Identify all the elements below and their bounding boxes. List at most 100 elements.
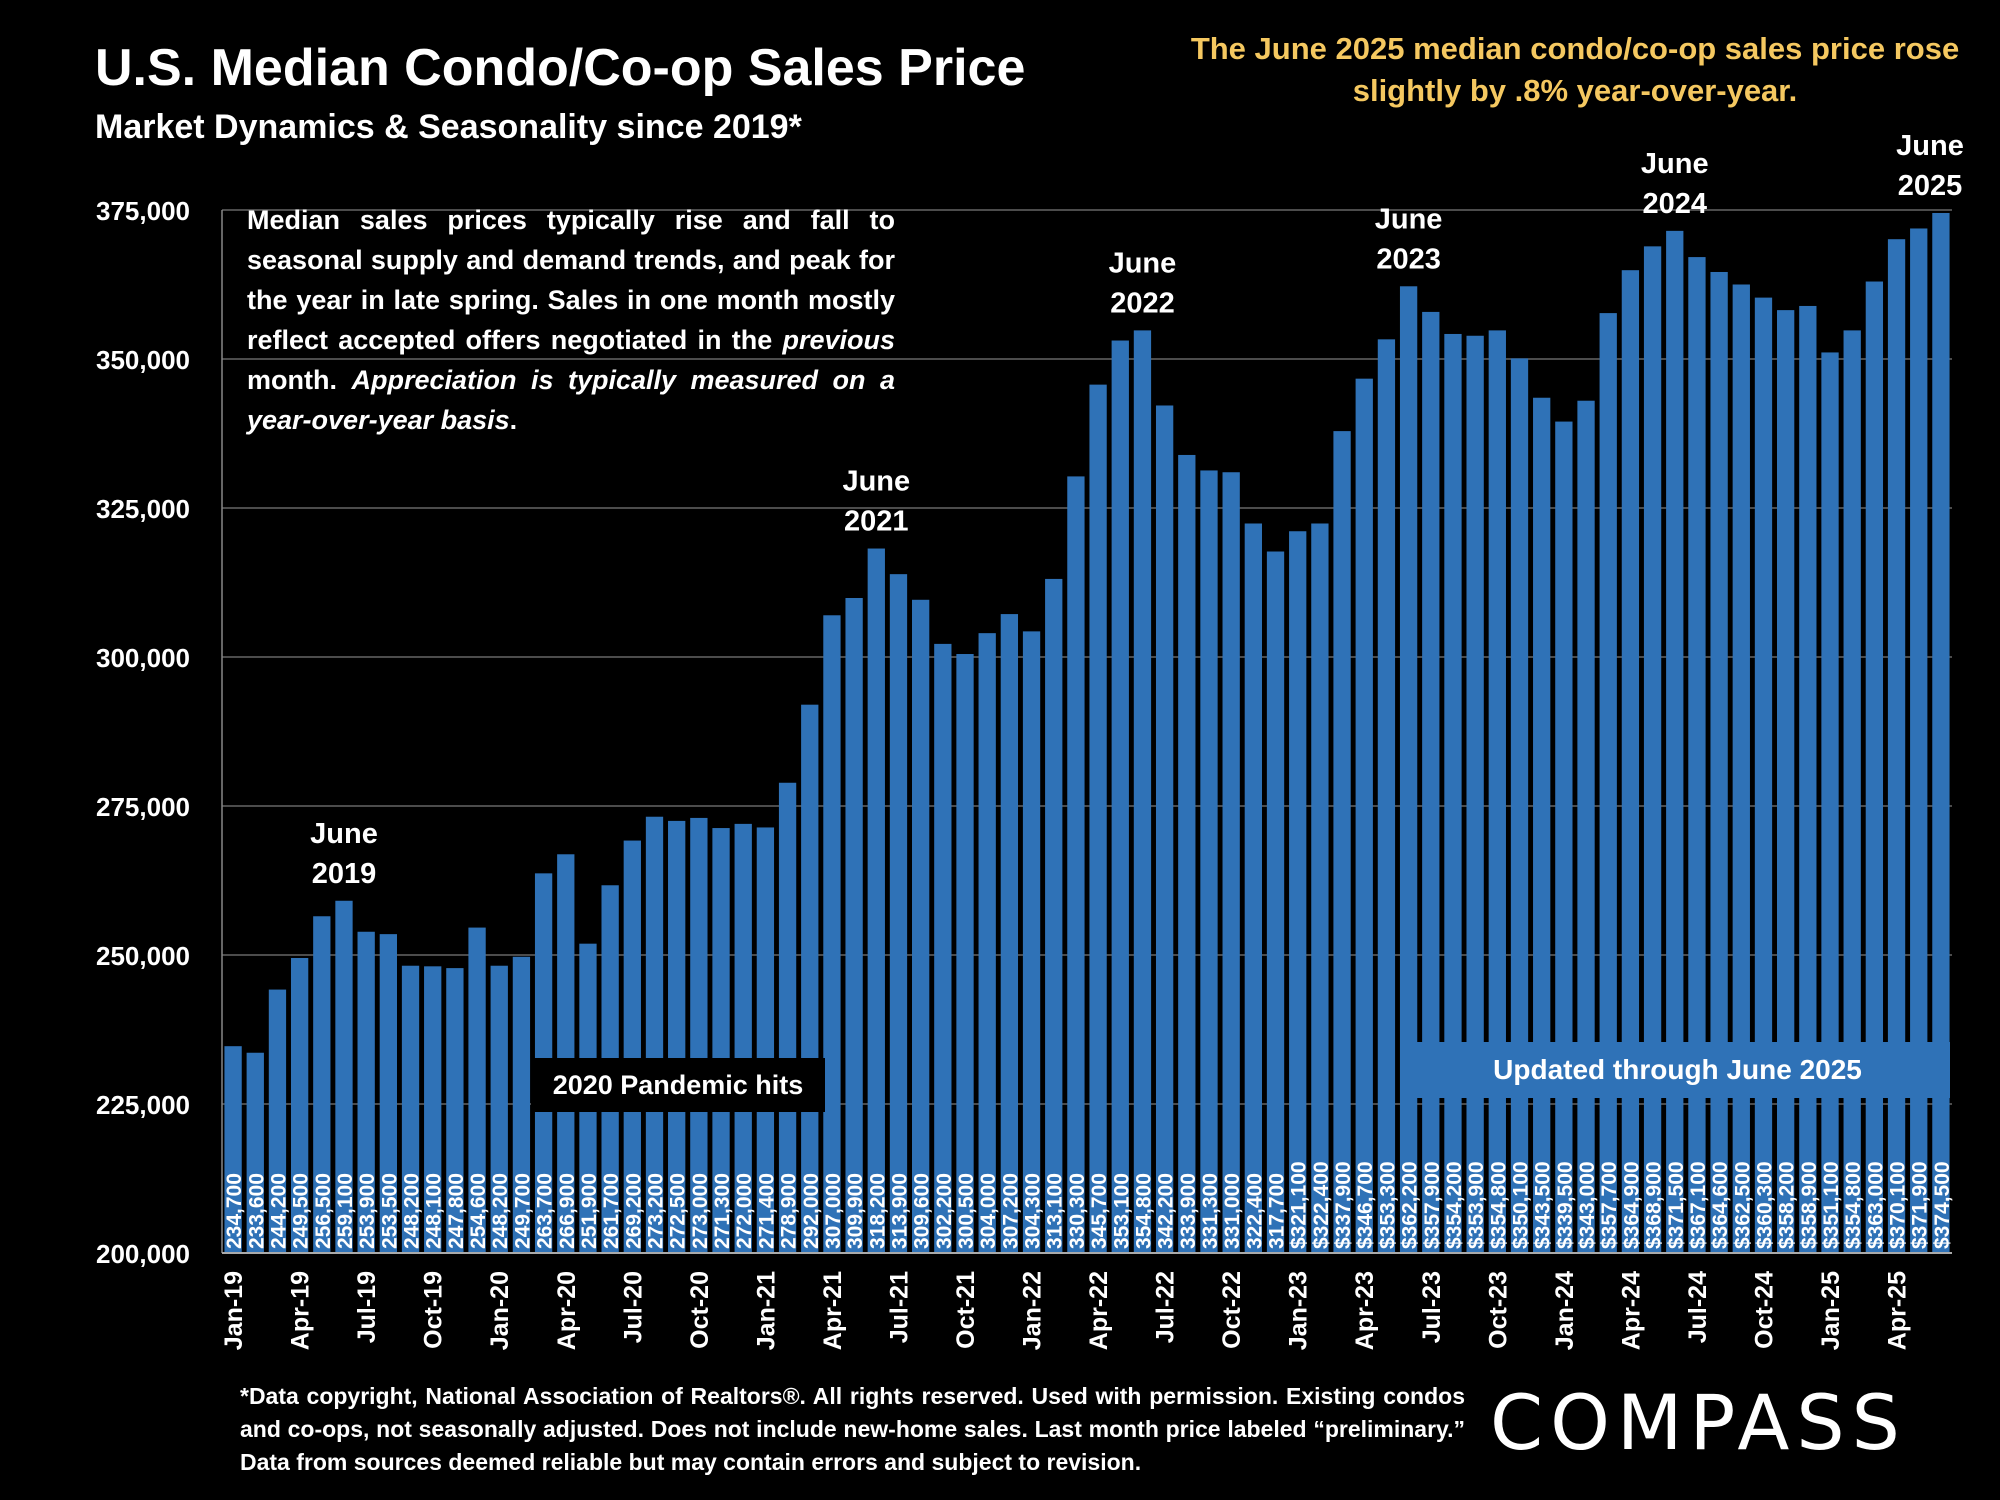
bar xyxy=(1155,405,1174,1253)
x-tick-label: Apr-25 xyxy=(1884,1271,1912,1350)
peak-annotation-line2: 2019 xyxy=(312,858,377,890)
data-label: $367,100 xyxy=(1687,1161,1710,1249)
data-label: 272,500 xyxy=(667,1173,690,1249)
data-label: $371,900 xyxy=(1909,1161,1932,1249)
data-label: $337,900 xyxy=(1332,1161,1355,1249)
chart-title: U.S. Median Condo/Co-op Sales Price xyxy=(95,39,1026,97)
data-label: 304,300 xyxy=(1022,1173,1045,1249)
x-tick-label: Oct-21 xyxy=(952,1271,980,1349)
data-label: 342,200 xyxy=(1155,1173,1178,1249)
bar xyxy=(734,823,752,1253)
data-label: $364,900 xyxy=(1620,1161,1643,1249)
pandemic-label: 2020 Pandemic hits xyxy=(531,1058,825,1112)
data-label: 249,700 xyxy=(511,1173,534,1249)
bar xyxy=(446,968,464,1253)
y-tick-label: 225,000 xyxy=(96,1090,190,1120)
x-tick-label: Apr-22 xyxy=(1085,1271,1113,1350)
bar xyxy=(1311,523,1329,1253)
x-tick-label: Jan-22 xyxy=(1019,1271,1047,1350)
bar xyxy=(1022,631,1041,1253)
y-tick-label: 350,000 xyxy=(96,345,190,375)
bar xyxy=(1599,313,1617,1253)
bar xyxy=(490,965,508,1253)
bar xyxy=(845,597,863,1253)
x-tick-label: Jan-21 xyxy=(752,1271,780,1350)
data-label: $358,200 xyxy=(1776,1161,1799,1249)
bar xyxy=(1510,358,1529,1253)
x-tick-label: Apr-21 xyxy=(819,1271,847,1350)
data-label: $343,500 xyxy=(1532,1161,1555,1249)
data-label: 331,300 xyxy=(1199,1173,1222,1249)
x-tick-label: Jan-20 xyxy=(486,1271,514,1350)
data-label: $343,000 xyxy=(1576,1161,1599,1249)
bar xyxy=(290,957,309,1253)
x-tick-label: Jul-24 xyxy=(1684,1271,1712,1343)
bar xyxy=(1377,339,1396,1253)
data-label: $363,000 xyxy=(1864,1161,1887,1249)
bar xyxy=(889,574,908,1253)
x-tick-label: Apr-20 xyxy=(553,1271,581,1350)
data-label: 248,200 xyxy=(489,1173,512,1249)
bar xyxy=(1133,330,1152,1254)
bar xyxy=(1111,340,1129,1253)
data-label: $362,200 xyxy=(1399,1161,1422,1249)
data-label: 261,700 xyxy=(600,1173,623,1249)
bar xyxy=(778,782,797,1253)
bar xyxy=(1466,335,1484,1254)
bar xyxy=(1843,330,1861,1254)
bar xyxy=(379,934,397,1253)
data-label: 256,500 xyxy=(312,1173,335,1249)
bar xyxy=(934,643,952,1253)
data-label: 247,800 xyxy=(445,1173,468,1249)
bar xyxy=(468,927,486,1253)
data-label: 302,200 xyxy=(933,1173,956,1249)
y-tick-label: 325,000 xyxy=(96,494,190,524)
x-tick-label: Oct-23 xyxy=(1484,1271,1512,1349)
y-axis: 200,000 225,000 250,000 275,000 300,000 325,0… xyxy=(96,196,1952,1269)
annotations: June 2019 June 2021 June 2022 June 2023 June 2024… xyxy=(310,130,1964,890)
bar xyxy=(246,1052,264,1253)
bar xyxy=(1666,230,1684,1254)
bar xyxy=(1910,228,1928,1254)
bar xyxy=(1577,400,1595,1254)
bar xyxy=(1422,311,1440,1253)
data-label: 317,700 xyxy=(1266,1173,1289,1249)
bar xyxy=(756,827,775,1253)
peak-annotation-line2: 2023 xyxy=(1376,243,1441,275)
bar xyxy=(1821,352,1839,1254)
data-label: $357,700 xyxy=(1598,1161,1621,1249)
headline-note: The June 2025 median condo/co-op sales p… xyxy=(1190,31,1960,108)
x-tick-label: Apr-23 xyxy=(1351,1271,1379,1350)
x-tick-label: Jul-20 xyxy=(619,1271,647,1343)
bar xyxy=(1266,551,1285,1253)
data-label: 234,700 xyxy=(223,1173,246,1249)
data-label: 244,200 xyxy=(267,1173,290,1249)
x-axis: Jan-19 Apr-19 Jul-19 Oct-19 Jan-20 Apr-20 Jul-… xyxy=(220,1271,1911,1350)
x-tick-label: Apr-24 xyxy=(1617,1271,1645,1350)
data-label: $350,100 xyxy=(1510,1161,1533,1249)
data-label: 322,400 xyxy=(1243,1173,1266,1249)
data-label: $354,200 xyxy=(1443,1161,1466,1249)
callout-emphasis-2: Appreciation is typically measured on a … xyxy=(247,365,895,435)
y-tick-label: 250,000 xyxy=(96,941,190,971)
peak-annotation-line1: June xyxy=(1896,130,1964,162)
data-label: 251,900 xyxy=(578,1173,601,1249)
data-label: 353,100 xyxy=(1110,1173,1133,1249)
bar xyxy=(313,916,331,1253)
data-label: 249,500 xyxy=(290,1173,313,1249)
peak-annotation-line1: June xyxy=(1109,247,1177,279)
data-label: 300,500 xyxy=(955,1173,978,1249)
data-label: $364,600 xyxy=(1709,1161,1732,1249)
data-label: 273,000 xyxy=(689,1173,712,1249)
data-label: 259,100 xyxy=(334,1173,357,1249)
data-label: 266,900 xyxy=(556,1173,579,1249)
data-label: 309,900 xyxy=(844,1173,867,1249)
y-tick-label: 275,000 xyxy=(96,792,190,822)
data-label: 313,900 xyxy=(888,1173,911,1249)
bar xyxy=(1178,454,1196,1253)
bar xyxy=(1355,378,1373,1254)
chart-subtitle: Market Dynamics & Seasonality since 2019… xyxy=(95,108,802,146)
y-tick-label: 375,000 xyxy=(96,196,190,226)
data-label: $339,500 xyxy=(1554,1161,1577,1249)
x-tick-label: Jul-23 xyxy=(1418,1271,1446,1343)
